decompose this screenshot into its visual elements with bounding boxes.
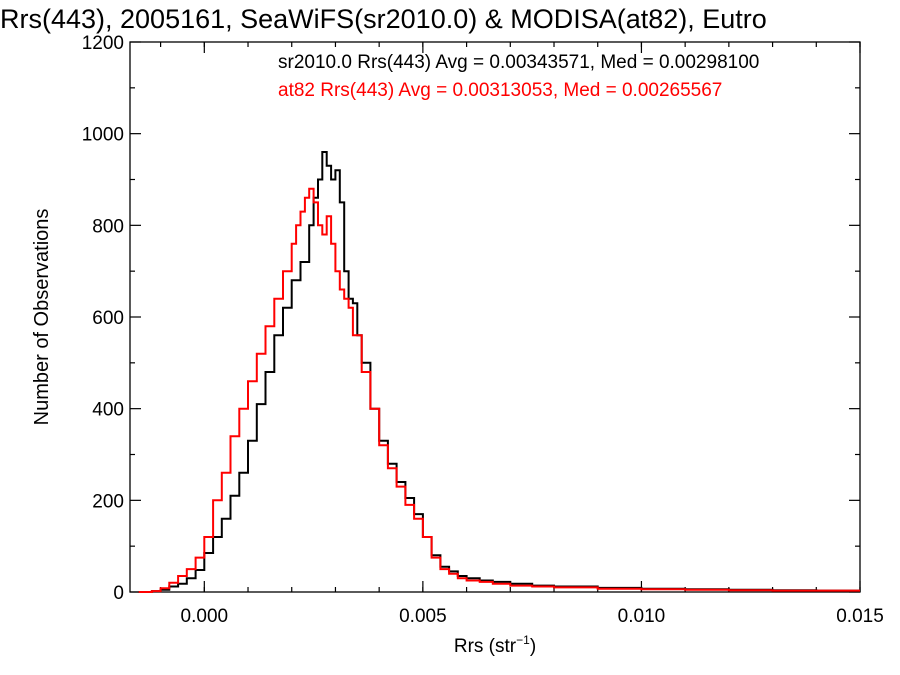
y-tick-label: 600: [92, 308, 124, 329]
x-tick-label: 0.015: [836, 606, 884, 627]
x-tick-label: 0.000: [181, 606, 229, 627]
x-axis-label: Rrs (str−1): [454, 633, 536, 657]
y-tick-label: 800: [92, 216, 124, 237]
y-tick-label: 1000: [82, 125, 124, 146]
chart-title: Rrs(443), 2005161, SeaWiFS(sr2010.0) & M…: [0, 4, 767, 34]
y-tick-label: 0: [113, 583, 124, 604]
series-at82-line: [138, 187, 860, 593]
x-tick-label: 0.010: [618, 606, 666, 627]
y-tick-label: 400: [92, 400, 124, 421]
legend-entry-sr2010: sr2010.0 Rrs(443) Avg = 0.00343571, Med …: [278, 52, 759, 73]
y-tick-label: 1200: [82, 33, 124, 54]
legend-entry-at82: at82 Rrs(443) Avg = 0.00313053, Med = 0.…: [278, 80, 722, 101]
plot-frame: [129, 41, 861, 593]
y-axis-label: Number of Observations: [31, 209, 53, 426]
series-layer: [138, 151, 860, 593]
y-tick-label: 200: [92, 491, 124, 512]
series-sr20100-line: [138, 151, 860, 593]
x-tick-label: 0.005: [399, 606, 447, 627]
axis-ticks: 0.000 0.005 0.010 0.015 0 200 400 600 800 1000 120…: [82, 33, 884, 627]
